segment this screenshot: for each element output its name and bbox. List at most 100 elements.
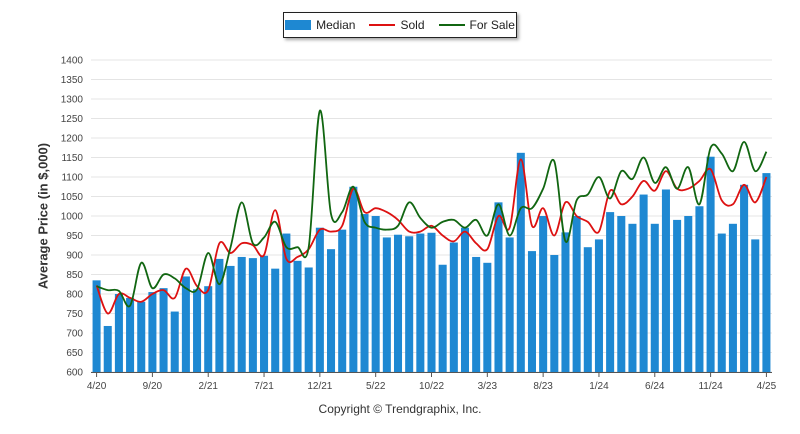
bar-median (393, 234, 403, 372)
y-tick-label: 950 (66, 231, 83, 242)
bar-median (226, 265, 235, 372)
y-tick-label: 850 (66, 270, 83, 281)
y-tick-label: 750 (66, 309, 83, 320)
legend: Median Sold For Sale (283, 12, 517, 38)
bar-median (684, 216, 693, 372)
bar-median (103, 325, 112, 372)
bar-median (539, 216, 548, 372)
bar-median (237, 256, 246, 372)
line-sold (95, 158, 768, 315)
bar-median (360, 214, 369, 372)
y-tick-label: 650 (66, 348, 83, 359)
bar-median (594, 239, 603, 372)
bar-median (170, 311, 179, 372)
bar-median (181, 276, 190, 372)
bar-median (382, 237, 391, 372)
bar-median (338, 229, 347, 372)
x-tick-label: 1/24 (589, 381, 609, 392)
trend-lines (95, 109, 768, 315)
y-tick-label: 1400 (61, 56, 84, 67)
bar-median (248, 258, 257, 372)
x-tick-label: 7/21 (254, 381, 274, 392)
legend-item-for-sale[interactable]: For Sale (438, 18, 515, 32)
bar-median (673, 219, 682, 372)
bar-median (572, 216, 581, 372)
bar-median (516, 152, 525, 372)
bar-median (405, 236, 414, 372)
bar-median (606, 212, 615, 372)
median-bars (92, 152, 771, 372)
y-tick-label: 1000 (61, 212, 84, 223)
bar-median (193, 289, 202, 372)
line-for-sale (96, 109, 768, 308)
bar-median (472, 256, 481, 372)
bar-median (583, 247, 592, 372)
y-axis-ticks: 600 650 700 750 800 850 900 950 1000 1050 1100 1150… (61, 56, 84, 379)
x-tick-label: 5/22 (366, 381, 386, 392)
y-tick-label: 700 (66, 329, 83, 340)
y-tick-label: 1300 (61, 95, 84, 106)
bar-median (527, 251, 536, 372)
bar-median (371, 216, 380, 372)
y-tick-label: 1250 (61, 114, 84, 125)
y-tick-label: 600 (66, 368, 83, 379)
bar-median (762, 173, 771, 372)
legend-swatch-for-sale (438, 24, 465, 26)
y-tick-label: 1100 (61, 173, 83, 184)
bar-median (751, 239, 760, 372)
bar-median (92, 280, 101, 372)
bar-median (706, 156, 715, 372)
bar-median (315, 227, 324, 372)
x-tick-label: 11/24 (698, 381, 723, 392)
y-axis-label: Average Price (in $,000) (35, 142, 51, 290)
bar-median (349, 186, 358, 372)
bar-median (304, 267, 313, 372)
y-tick-label: 900 (66, 251, 83, 262)
bar-median (550, 255, 559, 372)
bar-median (695, 206, 704, 372)
x-tick-label: 4/20 (87, 381, 107, 392)
y-tick-label: 1050 (61, 192, 84, 203)
bar-median (204, 286, 213, 372)
bar-median (628, 223, 637, 372)
bar-median (327, 249, 336, 372)
bar-median (561, 232, 570, 372)
bar-median (126, 297, 135, 372)
bar-median (617, 216, 626, 372)
legend-item-sold[interactable]: Sold (369, 18, 425, 32)
bar-median (159, 288, 168, 372)
bar-median (282, 233, 291, 372)
legend-label-sold: Sold (400, 18, 425, 32)
x-tick-label: 9/20 (143, 381, 163, 392)
bar-median (661, 189, 670, 372)
bar-median (271, 268, 280, 372)
legend-swatch-sold (369, 24, 396, 26)
x-axis-ticks: 4/20 9/20 2/21 7/21 12/21 5/22 10/22 3/23 8/23 1/… (87, 372, 777, 392)
bar-median (483, 262, 492, 372)
copyright-text: Copyright © Trendgraphix, Inc. (318, 402, 482, 416)
bar-median (717, 233, 726, 372)
bar-median (438, 264, 447, 372)
y-tick-label: 1350 (61, 75, 84, 86)
y-tick-label: 1200 (61, 134, 84, 145)
y-tick-label: 1150 (61, 153, 83, 164)
bar-median (639, 194, 648, 372)
x-tick-label: 8/23 (533, 381, 553, 392)
legend-swatch-median (285, 20, 312, 30)
x-tick-label: 2/21 (198, 381, 218, 392)
bar-median (114, 294, 123, 372)
bar-median (650, 223, 659, 372)
bar-median (449, 242, 458, 372)
x-tick-label: 4/25 (757, 381, 777, 392)
x-tick-label: 10/22 (419, 381, 444, 392)
legend-item-median[interactable]: Median (285, 18, 355, 32)
bar-median (260, 255, 269, 372)
bar-median (505, 237, 514, 372)
bar-median (215, 258, 224, 372)
x-tick-label: 12/21 (307, 381, 332, 392)
bar-median (728, 223, 737, 372)
y-tick-label: 800 (66, 290, 83, 301)
legend-label-for-sale: For Sale (469, 18, 515, 32)
bar-median (427, 232, 436, 372)
